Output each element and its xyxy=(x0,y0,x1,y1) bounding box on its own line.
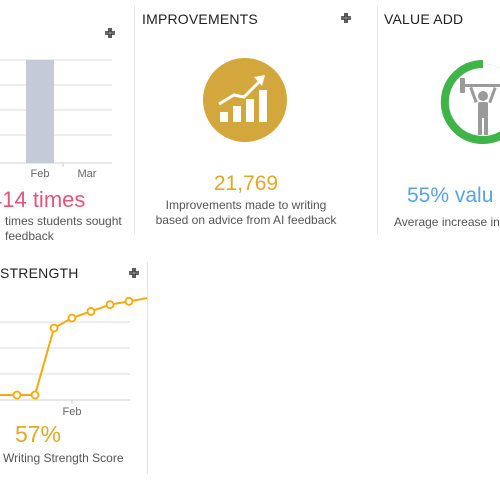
growth-chart-icon xyxy=(203,58,287,142)
collapse-icon xyxy=(129,268,139,278)
divider xyxy=(377,6,378,234)
improvements-caption-line1: Improvements made to writing xyxy=(165,198,327,212)
usage-count: 414 times xyxy=(0,187,86,212)
data-point xyxy=(67,313,77,323)
value-add-percent: 55% valu xyxy=(407,184,494,207)
collapse-icon[interactable] xyxy=(128,267,140,279)
divider xyxy=(147,262,148,474)
card-title: STRENGTH xyxy=(0,265,79,281)
x-tick-label: Mar xyxy=(78,168,97,180)
strength-card: STRENGTH Feb 57% Writing Strength Score xyxy=(0,255,148,475)
data-point xyxy=(105,300,115,310)
data-point xyxy=(12,390,22,400)
usage-caption-line2: feedback xyxy=(5,229,54,243)
strength-score: 57% xyxy=(14,421,62,447)
collapse-icon[interactable] xyxy=(340,12,352,24)
usage-card: Feb Mar 414 times times students sought f… xyxy=(0,0,128,243)
x-tick-label: Feb xyxy=(63,406,82,418)
improvements-caption-line2: based on advice from AI feedback xyxy=(155,213,337,227)
value-add-card: VALUE ADD 55% valu Average increase in w xyxy=(378,0,500,240)
weightlifter-icon xyxy=(440,59,500,144)
improvements-count: 21,769 xyxy=(213,172,279,195)
data-point xyxy=(124,296,134,306)
usage-caption-line1: times students sought xyxy=(5,214,122,228)
line-chart: Feb xyxy=(0,296,148,418)
collapse-icon xyxy=(341,13,351,23)
collapse-icon[interactable] xyxy=(104,27,116,39)
data-point xyxy=(86,306,96,316)
bar xyxy=(26,60,54,163)
strength-caption: Writing Strength Score xyxy=(3,451,124,465)
collapse-icon xyxy=(105,28,115,38)
series-line xyxy=(0,297,148,396)
bar-chart: Feb Mar xyxy=(0,59,112,180)
card-title: VALUE ADD xyxy=(384,11,464,27)
divider xyxy=(134,6,135,234)
data-point xyxy=(49,323,59,333)
data-point xyxy=(30,390,40,400)
value-add-caption: Average increase in w xyxy=(394,215,500,229)
improvements-card: IMPROVEMENTS 21,769 Improvements made to… xyxy=(136,0,372,240)
card-title: IMPROVEMENTS xyxy=(142,11,258,27)
x-tick-label: Feb xyxy=(31,168,50,180)
